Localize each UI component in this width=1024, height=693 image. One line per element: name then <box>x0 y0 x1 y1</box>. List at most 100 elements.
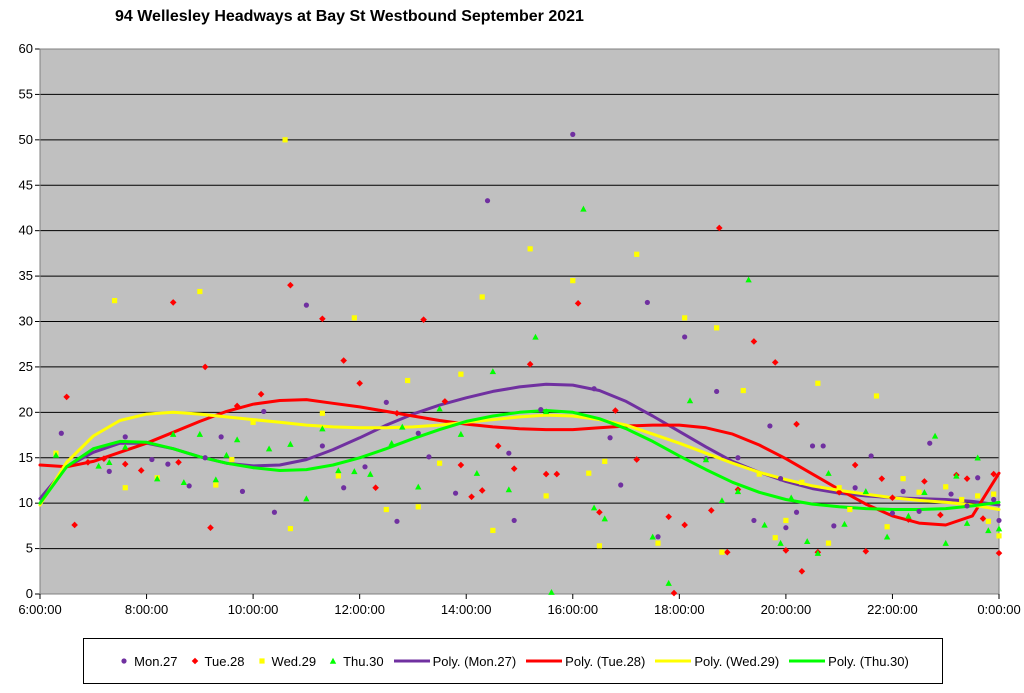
y-tick-label: 5 <box>26 541 33 556</box>
x-tick-label: 16:00:00 <box>547 602 598 617</box>
point-wed-29 <box>570 278 576 284</box>
point-thu-30 <box>335 467 342 474</box>
point-mon-27 <box>975 475 981 481</box>
point-mon-27 <box>452 490 459 496</box>
legend-item-poly-tue-28: Poly. (Tue.28) <box>526 654 645 669</box>
legend-key-mon-27 <box>121 658 127 664</box>
point-thu-30 <box>169 430 177 437</box>
point-thu-30 <box>106 459 113 466</box>
point-wed-29 <box>586 470 592 476</box>
point-tue-28 <box>137 467 145 474</box>
point-wed-29 <box>543 493 549 499</box>
legend-item-poly-mon-27: Poly. (Mon.27) <box>393 654 516 669</box>
point-thu-30 <box>734 488 742 495</box>
point-mon-27 <box>122 434 128 440</box>
point-thu-30 <box>436 405 443 412</box>
point-mon-27 <box>868 453 874 459</box>
legend-key-poly-mon-27 <box>393 659 430 663</box>
legend-label: Tue.28 <box>204 653 245 669</box>
x-tick-label: 6:00:00 <box>18 602 61 617</box>
point-tue-28 <box>862 548 870 555</box>
point-wed-29 <box>783 517 789 524</box>
chart-title: 94 Wellesley Headways at Bay St Westboun… <box>115 8 584 25</box>
series-mon-27 <box>58 131 1002 540</box>
legend-key-poly-wed-29 <box>655 659 692 663</box>
point-tue-28 <box>723 548 731 556</box>
legend-item-thu-30: Thu.30 <box>326 654 384 669</box>
point-mon-27 <box>996 517 1002 524</box>
point-wed-29 <box>682 315 688 321</box>
point-wed-29 <box>490 527 496 534</box>
point-mon-27 <box>607 435 613 441</box>
x-tick-label: 8:00:00 <box>125 602 168 617</box>
point-wed-29 <box>479 294 485 300</box>
point-thu-30 <box>777 539 784 546</box>
point-tue-28 <box>995 549 1003 557</box>
point-thu-30 <box>95 462 102 469</box>
point-tue-28 <box>782 547 790 554</box>
point-mon-27 <box>511 517 517 524</box>
point-thu-30 <box>180 479 188 485</box>
legend-key-thu-30 <box>329 657 337 664</box>
point-wed-29 <box>985 518 991 524</box>
point-wed-29 <box>351 315 357 321</box>
point-mon-27 <box>831 523 837 529</box>
point-wed-29 <box>740 387 746 394</box>
point-thu-30 <box>590 504 598 511</box>
point-thu-30 <box>788 494 795 501</box>
point-thu-30 <box>233 436 241 443</box>
point-wed-29 <box>836 485 842 491</box>
point-mon-27 <box>916 508 922 514</box>
point-wed-29 <box>873 393 880 399</box>
point-mon-27 <box>271 509 278 515</box>
point-mon-27 <box>964 503 970 509</box>
point-thu-30 <box>351 468 358 475</box>
point-wed-29 <box>282 137 288 143</box>
point-mon-27 <box>538 407 544 413</box>
point-mon-27 <box>714 388 720 395</box>
point-mon-27 <box>149 456 155 463</box>
series-wed-29 <box>53 137 1002 555</box>
point-wed-29 <box>655 540 661 546</box>
point-mon-27 <box>820 443 826 449</box>
point-mon-27 <box>900 488 906 494</box>
point-mon-27 <box>751 517 757 524</box>
point-tue-28 <box>319 315 326 323</box>
point-tue-28 <box>420 316 427 323</box>
point-thu-30 <box>580 205 587 212</box>
point-wed-29 <box>772 535 778 541</box>
point-mon-27 <box>202 455 208 461</box>
legend-label: Wed.29 <box>271 653 317 669</box>
point-thu-30 <box>505 486 513 493</box>
x-tick-label: 14:00:00 <box>441 602 492 617</box>
point-thu-30 <box>265 445 273 452</box>
point-thu-30 <box>963 519 971 526</box>
point-tue-28 <box>207 524 214 531</box>
point-mon-27 <box>735 455 741 461</box>
point-mon-27 <box>783 525 789 531</box>
x-tick-label: 0:00:00 <box>977 602 1020 617</box>
point-thu-30 <box>883 533 891 540</box>
point-thu-30 <box>122 443 129 450</box>
y-tick-label: 55 <box>19 86 33 101</box>
point-tue-28 <box>937 511 944 519</box>
point-tue-28 <box>553 470 561 478</box>
point-mon-27 <box>591 386 597 392</box>
point-thu-30 <box>745 276 752 283</box>
y-tick-label: 30 <box>19 314 33 329</box>
y-tick-label: 35 <box>19 268 33 283</box>
point-thu-30 <box>52 451 60 458</box>
legend-label: Poly. (Tue.28) <box>565 653 646 669</box>
point-mon-27 <box>809 443 816 449</box>
point-tue-28 <box>478 487 486 494</box>
point-mon-27 <box>319 443 325 449</box>
point-thu-30 <box>804 538 811 545</box>
point-tue-28 <box>921 478 928 485</box>
point-thu-30 <box>761 521 768 528</box>
point-tue-28 <box>494 442 502 450</box>
y-tick-label: 50 <box>19 132 33 147</box>
point-thu-30 <box>995 525 1003 532</box>
y-tick-label: 60 <box>19 41 33 56</box>
point-tue-28 <box>889 494 896 502</box>
x-tick-label: 22:00:00 <box>867 602 918 617</box>
